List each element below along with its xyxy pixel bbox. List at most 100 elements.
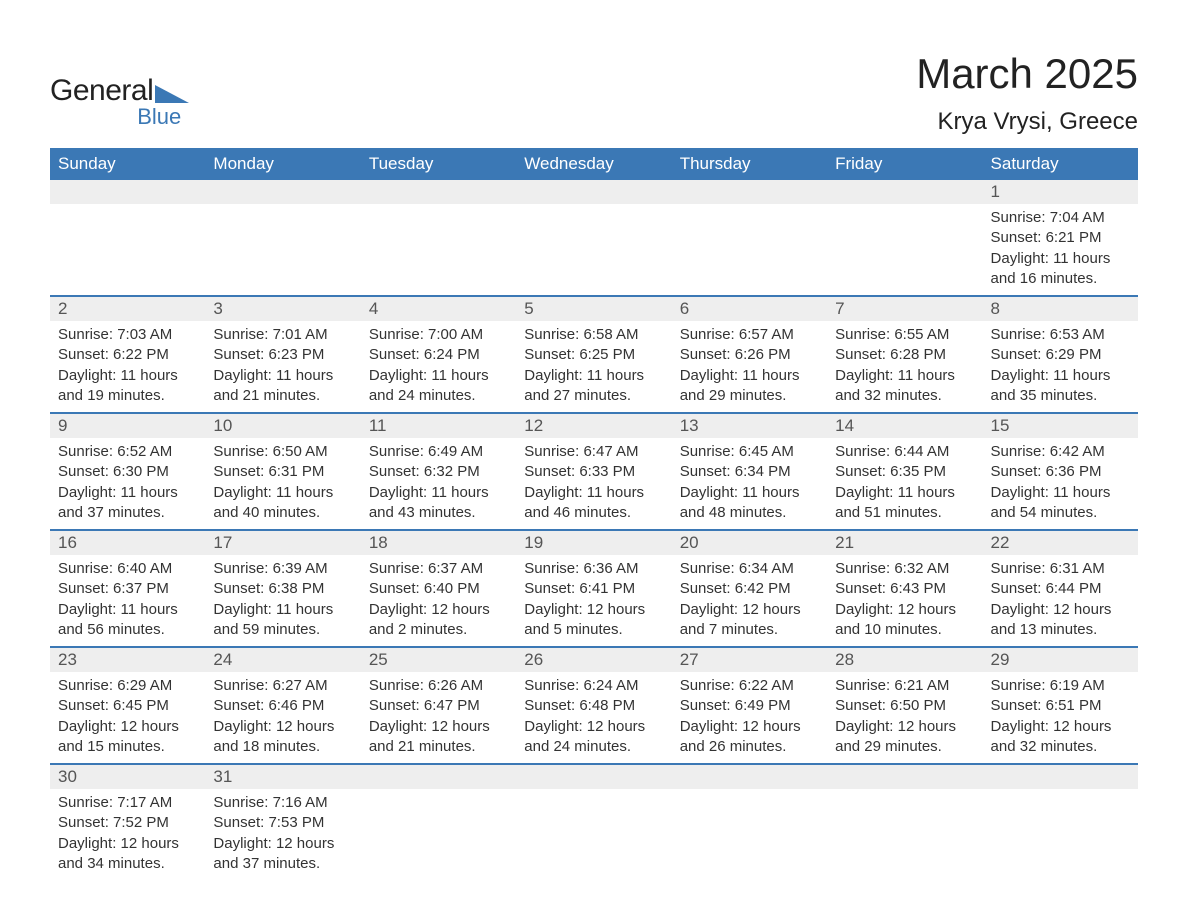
day-number: 15	[983, 414, 1138, 438]
sunrise-label: Sunrise:	[58, 443, 117, 460]
sunset-label: Sunset:	[58, 580, 113, 597]
sunrise-label: Sunrise:	[991, 677, 1050, 694]
day-number	[672, 180, 827, 204]
day-number	[50, 180, 205, 204]
daylight-label: Daylight:	[991, 250, 1054, 267]
day-details	[672, 204, 827, 284]
sunrise-label: Sunrise:	[835, 326, 894, 343]
sunrise-label: Sunrise:	[213, 560, 272, 577]
day-number: 28	[827, 648, 982, 672]
sunrise-value: 6:58 AM	[583, 326, 638, 343]
day-number: 1	[983, 180, 1138, 204]
title-block: March 2025 Krya Vrysi, Greece	[916, 50, 1138, 136]
sunset-label: Sunset:	[369, 580, 424, 597]
calendar-table: SundayMondayTuesdayWednesdayThursdayFrid…	[50, 148, 1138, 880]
daylight-label: Daylight:	[213, 718, 276, 735]
weekday-header: Friday	[827, 148, 982, 180]
day-details: Sunrise: 6:55 AMSunset: 6:28 PMDaylight:…	[827, 321, 982, 412]
sunrise-label: Sunrise:	[680, 677, 739, 694]
sunset-label: Sunset:	[213, 463, 268, 480]
calendar-cell	[516, 180, 671, 296]
day-details	[516, 789, 671, 869]
day-number	[983, 765, 1138, 789]
weekday-header: Tuesday	[361, 148, 516, 180]
calendar-week-row: 2Sunrise: 7:03 AMSunset: 6:22 PMDaylight…	[50, 296, 1138, 413]
daylight-label: Daylight:	[369, 718, 432, 735]
sunset-label: Sunset:	[369, 463, 424, 480]
daylight-label: Daylight:	[369, 367, 432, 384]
calendar-week-row: 9Sunrise: 6:52 AMSunset: 6:30 PMDaylight…	[50, 413, 1138, 530]
sunrise-label: Sunrise:	[524, 443, 583, 460]
day-number: 25	[361, 648, 516, 672]
sunset-label: Sunset:	[991, 697, 1046, 714]
day-number: 5	[516, 297, 671, 321]
calendar-week-row: 30Sunrise: 7:17 AMSunset: 7:52 PMDayligh…	[50, 764, 1138, 880]
calendar-cell	[361, 764, 516, 880]
daylight-label: Daylight:	[680, 484, 743, 501]
day-details: Sunrise: 6:26 AMSunset: 6:47 PMDaylight:…	[361, 672, 516, 763]
sunrise-value: 6:44 AM	[894, 443, 949, 460]
day-number	[827, 765, 982, 789]
daylight-label: Daylight:	[524, 718, 587, 735]
sunset-label: Sunset:	[835, 697, 890, 714]
sunrise-label: Sunrise:	[369, 326, 428, 343]
daylight-label: Daylight:	[680, 601, 743, 618]
daylight-label: Daylight:	[991, 601, 1054, 618]
daylight-label: Daylight:	[835, 601, 898, 618]
calendar-cell: 26Sunrise: 6:24 AMSunset: 6:48 PMDayligh…	[516, 647, 671, 764]
daylight-label: Daylight:	[524, 484, 587, 501]
day-number: 30	[50, 765, 205, 789]
day-details: Sunrise: 6:32 AMSunset: 6:43 PMDaylight:…	[827, 555, 982, 646]
day-details: Sunrise: 6:52 AMSunset: 6:30 PMDaylight:…	[50, 438, 205, 529]
day-details: Sunrise: 7:01 AMSunset: 6:23 PMDaylight:…	[205, 321, 360, 412]
sunset-value: 6:42 PM	[735, 580, 791, 597]
sunrise-value: 6:47 AM	[583, 443, 638, 460]
daylight-label: Daylight:	[524, 601, 587, 618]
day-details	[827, 204, 982, 284]
day-details: Sunrise: 6:37 AMSunset: 6:40 PMDaylight:…	[361, 555, 516, 646]
day-number: 23	[50, 648, 205, 672]
daylight-label: Daylight:	[213, 367, 276, 384]
sunrise-value: 6:50 AM	[273, 443, 328, 460]
sunset-label: Sunset:	[58, 346, 113, 363]
day-details: Sunrise: 7:16 AMSunset: 7:53 PMDaylight:…	[205, 789, 360, 880]
day-number: 8	[983, 297, 1138, 321]
calendar-cell: 15Sunrise: 6:42 AMSunset: 6:36 PMDayligh…	[983, 413, 1138, 530]
sunset-label: Sunset:	[835, 463, 890, 480]
day-number: 29	[983, 648, 1138, 672]
daylight-label: Daylight:	[58, 835, 121, 852]
day-number	[361, 765, 516, 789]
sunset-label: Sunset:	[524, 463, 579, 480]
sunset-value: 6:25 PM	[579, 346, 635, 363]
sunrise-label: Sunrise:	[835, 443, 894, 460]
sunset-value: 6:46 PM	[268, 697, 324, 714]
daylight-label: Daylight:	[835, 484, 898, 501]
calendar-cell	[516, 764, 671, 880]
weekday-header: Thursday	[672, 148, 827, 180]
sunset-value: 6:45 PM	[113, 697, 169, 714]
day-details: Sunrise: 6:36 AMSunset: 6:41 PMDaylight:…	[516, 555, 671, 646]
day-number	[827, 180, 982, 204]
sunset-label: Sunset:	[835, 580, 890, 597]
sunset-label: Sunset:	[991, 229, 1046, 246]
sunrise-value: 7:03 AM	[117, 326, 172, 343]
day-number: 13	[672, 414, 827, 438]
sunset-value: 6:51 PM	[1046, 697, 1102, 714]
sunrise-value: 6:40 AM	[117, 560, 172, 577]
sunset-label: Sunset:	[213, 580, 268, 597]
sunset-value: 6:34 PM	[735, 463, 791, 480]
sunset-value: 6:35 PM	[890, 463, 946, 480]
sunset-value: 6:49 PM	[735, 697, 791, 714]
sunset-label: Sunset:	[680, 697, 735, 714]
day-details: Sunrise: 7:00 AMSunset: 6:24 PMDaylight:…	[361, 321, 516, 412]
logo: General Blue	[50, 50, 189, 130]
calendar-cell: 29Sunrise: 6:19 AMSunset: 6:51 PMDayligh…	[983, 647, 1138, 764]
daylight-label: Daylight:	[680, 367, 743, 384]
sunset-label: Sunset:	[680, 346, 735, 363]
calendar-cell	[827, 180, 982, 296]
sunset-value: 6:26 PM	[735, 346, 791, 363]
calendar-cell	[361, 180, 516, 296]
sunset-label: Sunset:	[58, 814, 113, 831]
daylight-label: Daylight:	[835, 367, 898, 384]
sunrise-value: 7:16 AM	[273, 794, 328, 811]
